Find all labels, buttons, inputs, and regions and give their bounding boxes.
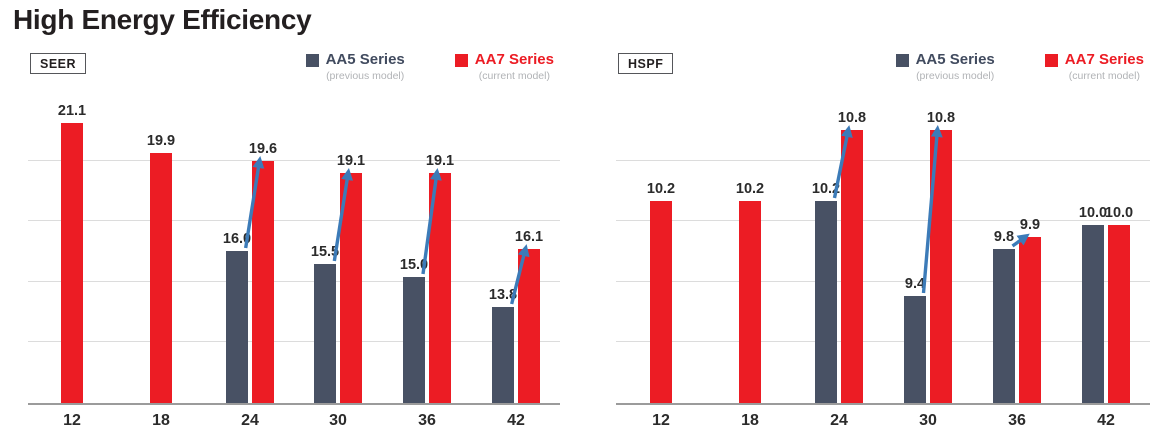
bar-value-label: 9.4 bbox=[904, 276, 926, 292]
legend-text-aa7: AA7 Series (current model) bbox=[475, 51, 554, 82]
legend-name-aa5: AA5 Series bbox=[915, 51, 995, 68]
bar-aa7-series bbox=[841, 130, 863, 403]
legend-name-aa7: AA7 Series bbox=[1064, 51, 1144, 68]
x-axis-label: 30 bbox=[919, 412, 937, 429]
gridline bbox=[616, 341, 1150, 343]
legend-sub-aa7: (current model) bbox=[1068, 70, 1140, 83]
increase-arrows-layer bbox=[243, 156, 530, 305]
bar-value-label: 10.0 bbox=[1078, 205, 1108, 221]
bar-aa7-series bbox=[930, 130, 952, 403]
bar-value-label: 15.0 bbox=[399, 257, 429, 273]
bar-aa5-series bbox=[314, 264, 336, 403]
bar-aa5-series bbox=[1082, 225, 1104, 403]
bar-value-label: 16.1 bbox=[514, 229, 544, 245]
bar-aa5-series bbox=[993, 249, 1015, 403]
increase-arrow bbox=[510, 244, 530, 305]
legend-name-aa5: AA5 Series bbox=[325, 51, 405, 68]
x-axis-label: 42 bbox=[507, 412, 525, 429]
x-axis-label: 24 bbox=[830, 412, 848, 429]
aa5-swatch-icon bbox=[305, 54, 319, 67]
seer-legend: AA5 Series (previous model) AA7 Series (… bbox=[305, 51, 554, 82]
legend-sub-aa5: (previous model) bbox=[326, 70, 405, 83]
bar-aa5-series bbox=[226, 251, 248, 403]
gridline bbox=[28, 280, 560, 282]
page-title: High Energy Efficiency bbox=[13, 4, 312, 35]
x-axis-label: 18 bbox=[741, 412, 759, 429]
aa7-swatch-icon bbox=[454, 54, 468, 67]
x-axis-label: 18 bbox=[152, 412, 170, 429]
bar-aa7-series bbox=[650, 201, 672, 403]
increase-arrow bbox=[1011, 233, 1030, 248]
x-axis-label: 36 bbox=[1008, 412, 1026, 429]
gridline bbox=[616, 220, 1150, 222]
gridline bbox=[616, 280, 1150, 282]
legend-item-aa5: AA5 Series (previous model) bbox=[305, 51, 405, 82]
bar-aa7-series bbox=[252, 161, 274, 403]
bar-value-label: 9.8 bbox=[993, 229, 1015, 245]
legend-text-aa7: AA7 Series (current model) bbox=[1065, 51, 1144, 82]
increase-arrow bbox=[332, 168, 354, 262]
increase-arrow bbox=[832, 125, 853, 199]
bar-value-label: 10.8 bbox=[926, 110, 956, 126]
legend-text-aa5: AA5 Series (previous model) bbox=[916, 51, 995, 82]
gridline bbox=[28, 341, 560, 343]
legend-item-aa5: AA5 Series (previous model) bbox=[895, 51, 995, 82]
bar-value-label: 19.1 bbox=[425, 153, 455, 169]
x-axis-label: 12 bbox=[652, 412, 670, 429]
aa7-swatch-icon bbox=[1044, 54, 1058, 67]
legend-sub-aa5: (previous model) bbox=[916, 70, 995, 83]
bar-value-label: 10.2 bbox=[646, 181, 676, 197]
bar-value-label: 19.1 bbox=[336, 153, 366, 169]
bar-aa7-series bbox=[340, 173, 362, 403]
x-axis-label: 36 bbox=[418, 412, 436, 429]
bar-aa5-series bbox=[492, 307, 514, 403]
bar-value-label: 15.5 bbox=[310, 244, 340, 260]
bar-aa7-series bbox=[1108, 225, 1130, 403]
increase-arrow bbox=[421, 168, 442, 275]
legend-name-aa7: AA7 Series bbox=[474, 51, 554, 68]
increase-arrow bbox=[243, 156, 265, 249]
bar-value-label: 10.2 bbox=[811, 181, 841, 197]
gridline bbox=[28, 159, 560, 161]
legend-sub-aa7: (current model) bbox=[478, 70, 550, 83]
bar-aa7-series bbox=[739, 201, 761, 403]
bar-value-label: 10.2 bbox=[735, 181, 765, 197]
gridline bbox=[28, 220, 560, 222]
bar-aa7-series bbox=[518, 249, 540, 403]
aa5-swatch-icon bbox=[895, 54, 909, 67]
bar-value-label: 9.9 bbox=[1019, 217, 1041, 233]
legend-item-aa7: AA7 Series (current model) bbox=[1044, 51, 1144, 82]
bar-value-label: 10.0 bbox=[1104, 205, 1134, 221]
bar-aa5-series bbox=[403, 277, 425, 403]
legend-item-aa7: AA7 Series (current model) bbox=[454, 51, 554, 82]
increase-arrow bbox=[921, 125, 943, 294]
hspf-chart-panel: HSPF AA5 Series (previous model) AA7 Ser… bbox=[616, 48, 1150, 435]
bar-aa5-series bbox=[815, 201, 837, 403]
seer-chart: 21.1 12 19.9 18 16.0 19.6 24 15.5 19.1 30 15.0 19.1… bbox=[28, 100, 560, 429]
x-axis-label: 42 bbox=[1097, 412, 1115, 429]
bar-value-label: 19.6 bbox=[248, 141, 278, 157]
legend-text-aa5: AA5 Series (previous model) bbox=[326, 51, 405, 82]
bar-aa7-series bbox=[429, 173, 451, 403]
hspf-legend: AA5 Series (previous model) AA7 Series (… bbox=[895, 51, 1144, 82]
bar-value-label: 13.8 bbox=[488, 287, 518, 303]
gridline bbox=[616, 159, 1150, 161]
hspf-metric-label: HSPF bbox=[618, 53, 674, 74]
increase-arrows-layer bbox=[832, 125, 1030, 294]
bar-aa7-series bbox=[150, 153, 172, 403]
bar-aa7-series bbox=[61, 123, 83, 403]
bar-value-label: 21.1 bbox=[57, 103, 87, 119]
bar-value-label: 19.9 bbox=[146, 133, 176, 149]
bar-aa7-series bbox=[1019, 237, 1041, 403]
seer-chart-panel: SEER AA5 Series (previous model) AA7 Ser… bbox=[28, 48, 560, 435]
bar-aa5-series bbox=[904, 296, 926, 403]
x-axis-label: 30 bbox=[329, 412, 347, 429]
x-axis-label: 24 bbox=[241, 412, 259, 429]
hspf-chart: 10.2 12 10.2 18 10.2 10.8 24 9.4 10.8 30 9.8 9.9 36 1… bbox=[616, 100, 1150, 429]
x-axis-label: 12 bbox=[63, 412, 81, 429]
seer-metric-label: SEER bbox=[30, 53, 87, 74]
bar-value-label: 10.8 bbox=[837, 110, 867, 126]
bar-value-label: 16.0 bbox=[222, 231, 252, 247]
